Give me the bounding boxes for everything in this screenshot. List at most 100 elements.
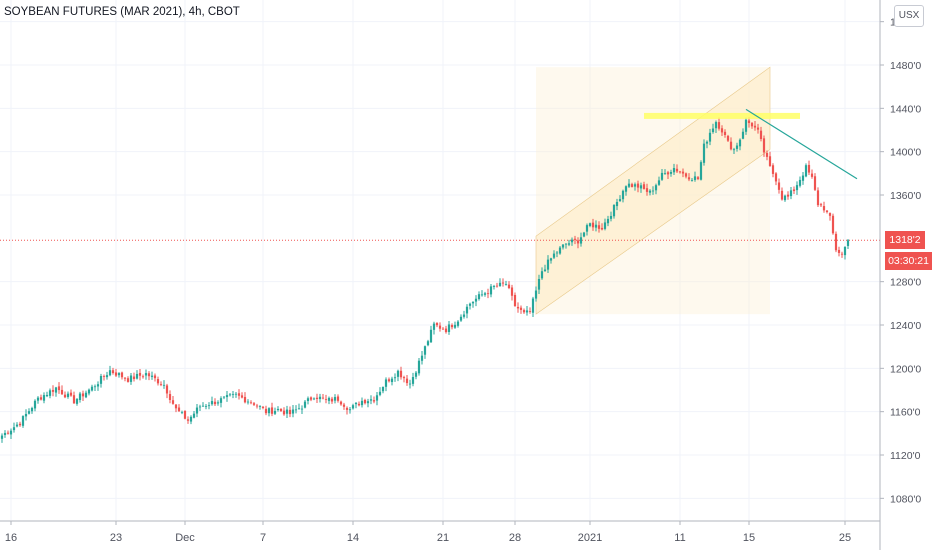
candle-body: [483, 293, 487, 295]
candle-body: [234, 393, 238, 395]
candle-body: [756, 127, 760, 130]
resistance-zone[interactable]: [644, 112, 800, 119]
candle-body: [168, 394, 172, 400]
candle-body: [774, 173, 778, 182]
candle-body: [420, 355, 424, 361]
candle-body: [114, 372, 118, 376]
candle-body: [60, 389, 64, 395]
candle-body: [513, 294, 517, 307]
candle-body: [786, 194, 790, 197]
candle-body: [585, 225, 589, 232]
candle-body: [177, 407, 181, 412]
candle-body: [156, 379, 160, 384]
candle-body: [0, 435, 4, 439]
candle-body: [819, 204, 823, 206]
candle-body: [453, 324, 457, 328]
candle-body: [633, 184, 637, 187]
x-tick-label: 23: [110, 532, 122, 544]
candle-body: [129, 375, 133, 382]
candle-body: [798, 179, 802, 186]
candle-body: [789, 190, 793, 197]
candle-body: [435, 323, 439, 326]
candle-body: [348, 409, 352, 411]
candle-body: [840, 253, 844, 255]
x-tick-label: 14: [347, 532, 359, 544]
candle-body: [762, 138, 766, 153]
candle-body: [312, 398, 316, 400]
candle-body: [456, 321, 460, 326]
candle-body: [138, 372, 142, 376]
price-axis[interactable]: 1080'0 1120'0 1160'0 1200'0 1240'0 1280'0 1360…: [880, 17, 921, 506]
candle-body: [240, 395, 244, 398]
candle-body: [441, 328, 445, 330]
candle-body: [624, 186, 628, 192]
candle-body: [630, 184, 634, 187]
candle-body: [204, 405, 208, 407]
candle-body: [237, 393, 241, 396]
candle-body: [102, 376, 106, 377]
candle-body: [567, 243, 571, 245]
candle-body: [612, 205, 616, 217]
candle-body: [522, 310, 526, 313]
candle-body: [780, 190, 784, 200]
candle-body: [471, 301, 475, 304]
candle-body: [705, 141, 709, 144]
candle-body: [216, 402, 220, 404]
candle-body: [306, 398, 310, 402]
candle-body: [711, 128, 715, 133]
candle-body: [111, 370, 115, 374]
candle-body: [618, 199, 622, 202]
candle-body: [795, 185, 799, 191]
candle-body: [369, 399, 373, 401]
candle-body: [783, 195, 787, 201]
candle-body: [570, 239, 574, 243]
y-tick-label: 1400'0: [890, 147, 921, 159]
candle-body: [825, 210, 829, 213]
candle-body: [249, 402, 253, 404]
candle-body: [207, 405, 211, 407]
candle-body: [687, 177, 691, 180]
candle-body: [393, 377, 397, 379]
candle-body: [63, 394, 67, 398]
y-tick-label: 1280'0: [890, 277, 921, 289]
candle-body: [678, 171, 682, 173]
candle-body: [225, 395, 229, 398]
candle-body: [801, 175, 805, 181]
candle-body: [708, 132, 712, 142]
candle-body: [327, 397, 331, 401]
candle-body: [753, 125, 757, 128]
candle-body: [735, 145, 739, 149]
candle-body: [45, 394, 49, 397]
candle-body: [162, 384, 166, 386]
candle-body: [732, 149, 736, 151]
candle-body: [33, 400, 37, 409]
candle-body: [375, 395, 379, 401]
candle-body: [354, 402, 358, 405]
candle-body: [651, 190, 655, 192]
candle-body: [183, 410, 187, 419]
candle-body: [372, 400, 376, 402]
candle-body: [534, 290, 538, 299]
currency-button[interactable]: USX: [894, 5, 924, 27]
candle-body: [180, 411, 184, 413]
candle-body: [189, 416, 193, 422]
candle-body: [813, 176, 817, 190]
descending-trendline[interactable]: [745, 108, 858, 180]
candle-body: [810, 173, 814, 177]
time-axis[interactable]: 16 23 Dec 7 14 21 28 2021 11 15 25: [5, 521, 851, 544]
y-tick-label: 1120'0: [890, 450, 921, 462]
candle-body: [30, 408, 34, 412]
candle-body: [663, 173, 667, 174]
candle-body: [24, 413, 28, 417]
candle-body: [390, 378, 394, 383]
candle-body: [693, 176, 697, 180]
candle-body: [159, 384, 163, 386]
candle-body: [318, 396, 322, 400]
candle-body: [561, 244, 565, 248]
candle-body: [75, 399, 79, 404]
candle-body: [579, 237, 583, 244]
candle-body: [132, 376, 136, 380]
candle-body: [405, 378, 409, 384]
candle-body: [738, 139, 742, 147]
